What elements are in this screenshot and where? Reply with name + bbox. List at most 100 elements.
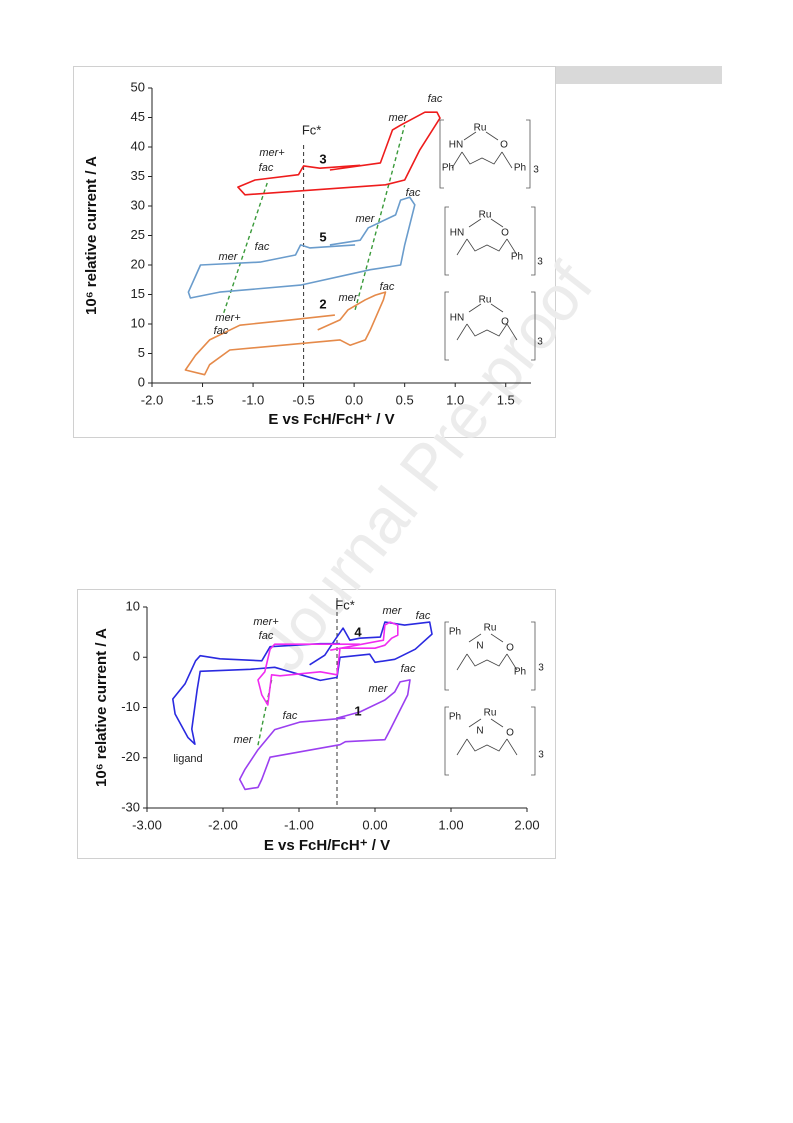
annotation: fac xyxy=(214,325,229,337)
bond xyxy=(456,303,518,341)
y-tick-label: 0 xyxy=(138,374,145,389)
annotation: mer xyxy=(219,251,239,263)
cv-curve xyxy=(187,196,416,299)
structure-label: Ph xyxy=(449,712,461,723)
x-tick-label: -1.5 xyxy=(191,392,213,407)
y-axis-label: 10⁶ relative current / A xyxy=(83,156,100,315)
x-tick-label: -2.00 xyxy=(208,817,238,832)
series-label: 3 xyxy=(319,151,326,166)
structure-label: O xyxy=(506,643,514,654)
x-tick-label: 0.00 xyxy=(362,817,387,832)
y-tick-label: 0 xyxy=(133,649,140,664)
structure-label: N xyxy=(476,641,483,652)
annotation: fac xyxy=(259,630,274,642)
series-label: 4 xyxy=(354,624,362,639)
bond xyxy=(451,131,513,169)
bracket xyxy=(444,206,536,276)
annotation: mer xyxy=(389,112,409,124)
y-tick-label: 25 xyxy=(131,227,145,242)
bond xyxy=(456,218,518,256)
annotation: fac xyxy=(380,281,395,293)
annotation: fac xyxy=(428,93,443,105)
annotation: mer xyxy=(234,734,254,746)
y-tick-label: 20 xyxy=(131,256,145,271)
x-tick-label: 0.0 xyxy=(345,392,363,407)
annotation: fac xyxy=(255,241,270,253)
x-tick-label: 2.00 xyxy=(514,817,539,832)
annotation: mer+ xyxy=(253,616,279,628)
x-tick-label: -0.5 xyxy=(292,392,314,407)
bond xyxy=(456,718,518,756)
x-tick-label: -1.00 xyxy=(284,817,314,832)
annotation: fac xyxy=(283,710,298,722)
y-tick-label: 10 xyxy=(126,598,140,613)
y-tick-label: 5 xyxy=(138,345,145,360)
cv-curve xyxy=(184,291,387,376)
structure-label: O xyxy=(501,228,509,239)
y-tick-label: 40 xyxy=(131,138,145,153)
annotation: mer xyxy=(339,292,359,304)
structure-label: Ru xyxy=(484,623,497,634)
reference-label: Fc* xyxy=(335,597,355,612)
structure-label: 3 xyxy=(538,663,544,674)
figure-frame xyxy=(73,66,556,438)
structure-label: O xyxy=(501,317,509,328)
bracket xyxy=(439,119,531,189)
annotation: fac xyxy=(406,187,421,199)
cv-curve xyxy=(257,621,399,706)
series-label: 1 xyxy=(354,703,361,718)
structure-label: HN xyxy=(450,313,464,324)
bracket xyxy=(444,291,536,361)
x-tick-label: 1.5 xyxy=(497,392,515,407)
annotation: mer+ xyxy=(215,312,241,324)
annotation: fac xyxy=(401,663,416,675)
x-tick-label: -1.0 xyxy=(242,392,264,407)
structure-label: Ru xyxy=(484,708,497,719)
x-tick-label: 0.5 xyxy=(396,392,414,407)
series-label: 2 xyxy=(319,296,326,311)
guide-line xyxy=(354,124,406,311)
structure-label: 3 xyxy=(533,165,539,176)
structure-label: Ph xyxy=(514,163,526,174)
annotation: mer+ xyxy=(259,147,285,159)
structure-label: 3 xyxy=(537,257,543,268)
x-tick-label: -3.00 xyxy=(132,817,162,832)
annotation: mer xyxy=(356,213,376,225)
annotation: fac xyxy=(416,610,431,622)
annotation: ligand xyxy=(173,753,202,765)
x-tick-label: 1.0 xyxy=(446,392,464,407)
x-axis-label: E vs FcH/FcH⁺ / V xyxy=(264,837,390,854)
x-tick-label: -2.0 xyxy=(141,392,163,407)
y-tick-label: 30 xyxy=(131,197,145,212)
x-tick-label: 1.00 xyxy=(438,817,463,832)
structure-label: Ph xyxy=(514,667,526,678)
y-tick-label: 45 xyxy=(131,109,145,124)
structure-label: Ph xyxy=(442,163,454,174)
annotation: mer xyxy=(383,605,403,617)
structure-label: Ru xyxy=(474,123,487,134)
figure-frame xyxy=(77,589,556,859)
cv-curve xyxy=(172,621,433,745)
y-tick-label: 50 xyxy=(131,79,145,94)
structure-label: 3 xyxy=(537,337,543,348)
y-tick-label: 15 xyxy=(131,286,145,301)
bracket xyxy=(444,706,536,776)
annotation: fac xyxy=(259,162,274,174)
structure-label: O xyxy=(500,140,508,151)
y-tick-label: -10 xyxy=(121,699,140,714)
structure-label: HN xyxy=(449,140,463,151)
structure-label: Ph xyxy=(449,627,461,638)
x-axis-label: E vs FcH/FcH⁺ / V xyxy=(268,411,394,428)
cv-curve xyxy=(238,679,411,791)
bond xyxy=(456,633,518,671)
y-tick-label: -20 xyxy=(121,749,140,764)
y-tick-label: -30 xyxy=(121,799,140,814)
bracket xyxy=(444,621,536,691)
structure-label: Ru xyxy=(479,295,492,306)
y-tick-label: 35 xyxy=(131,168,145,183)
structure-label: O xyxy=(506,728,514,739)
structure-label: HN xyxy=(450,228,464,239)
annotation: mer xyxy=(369,683,389,695)
structure-label: 3 xyxy=(538,750,544,761)
